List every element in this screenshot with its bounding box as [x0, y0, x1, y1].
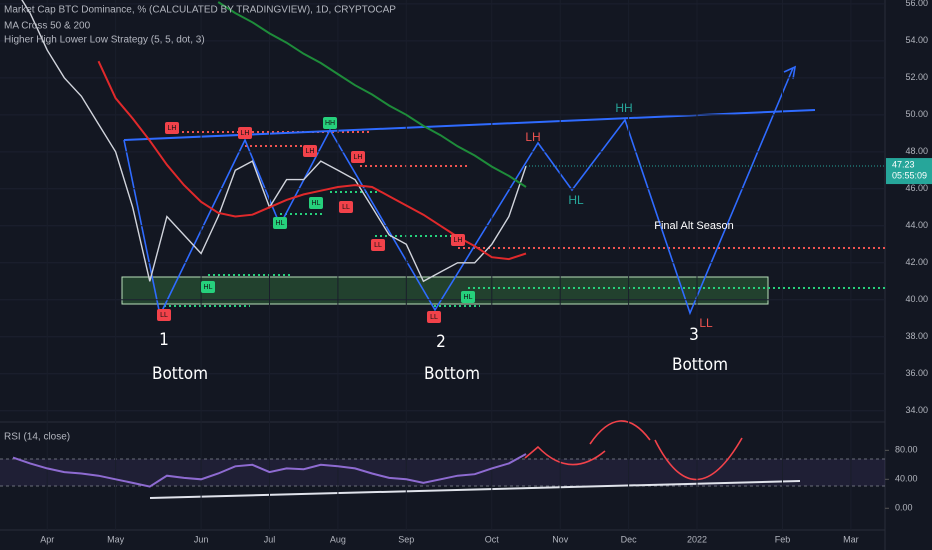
indicator-label: Higher High Lower Low Strategy (5, 5, do… [4, 35, 205, 46]
y-tick-label: 56.00 [905, 0, 928, 8]
pivot-tag-label: LH [306, 148, 315, 155]
pivot-tag-label: HL [312, 200, 321, 207]
pivot-tag [451, 234, 465, 246]
x-tick-label: Apr [40, 534, 54, 544]
x-tick-label: Oct [485, 534, 500, 544]
y-tick-label: 44.00 [905, 220, 928, 230]
pivot-tag-label: LL [342, 204, 350, 211]
series-line [97, 60, 527, 261]
x-tick-label: Jul [264, 534, 276, 544]
pivot-tag-label: HL [276, 220, 285, 227]
pivot-tag-label: HL [204, 284, 213, 291]
pivot-tag [303, 145, 317, 157]
series-line [12, 453, 527, 488]
pivot-tag [157, 309, 171, 321]
pivot-tag [371, 239, 385, 251]
y-tick-label: 34.00 [905, 405, 928, 415]
rsi-band [0, 459, 885, 486]
y-tick-label: 52.00 [905, 72, 928, 82]
pivot-tag-label: LL [374, 242, 382, 249]
pivot-tag-label: LL [430, 314, 438, 321]
pivot-tag-label: HH [325, 120, 335, 127]
x-tick-label: Nov [552, 534, 569, 544]
y-tick-label: 38.00 [905, 331, 928, 341]
x-tick-label: Aug [330, 534, 346, 544]
pivot-tag-label: HL [464, 294, 473, 301]
y-tick-label: 42.00 [905, 257, 928, 267]
y2-tick-label: 80.00 [895, 445, 918, 455]
arrow-head [783, 65, 797, 80]
y-tick-label: 40.00 [905, 294, 928, 304]
pivot-levels [164, 131, 885, 307]
annotation: LH [525, 130, 540, 144]
pivot-tag-label: LH [168, 125, 177, 132]
y-tick-label: 36.00 [905, 368, 928, 378]
annotation: Bottom [152, 364, 208, 384]
x-tick-label: Feb [775, 534, 791, 544]
annotation: Bottom [424, 364, 480, 384]
y2-tick-label: 40.00 [895, 474, 918, 484]
pivot-tag-label: LH [354, 154, 363, 161]
x-tick-label: Mar [843, 534, 859, 544]
annotation: Bottom [672, 355, 728, 375]
pivot-tag [309, 197, 323, 209]
pivot-tag [427, 311, 441, 323]
last-price-label: 47.23 [892, 159, 915, 169]
y-tick-label: 54.00 [905, 35, 928, 45]
last-price-box [886, 158, 932, 185]
pivot-tag [351, 151, 365, 163]
x-tick-label: 2022 [687, 534, 707, 544]
x-tick-label: Dec [621, 534, 638, 544]
annotation: HL [568, 193, 584, 207]
series-line [217, 1, 527, 188]
annotation: 1 [159, 330, 169, 350]
annotation: 2 [436, 332, 446, 352]
pivot-tag [165, 122, 179, 134]
pivot-tag [273, 217, 287, 229]
y-tick-label: 46.00 [905, 183, 928, 193]
x-tick-label: May [107, 534, 125, 544]
rsi-trend-line [149, 480, 801, 499]
x-tick-label: Sep [398, 534, 414, 544]
projection-path [123, 67, 794, 318]
y-tick-label: 48.00 [905, 146, 928, 156]
pivot-tag [339, 201, 353, 213]
pivot-tag [323, 117, 337, 129]
pivot-tag [461, 291, 475, 303]
annotation: 3 [689, 325, 699, 345]
indicator-label: MA Cross 50 & 200 [4, 21, 91, 32]
annotation: Final Alt Season [654, 220, 734, 232]
y2-tick-label: 0.00 [895, 503, 913, 513]
pivot-tag [238, 127, 252, 139]
countdown-label: 05:55:09 [892, 170, 927, 180]
chart-title: Market Cap BTC Dominance, % (CALCULATED … [4, 5, 396, 16]
annotation: LL [699, 316, 713, 330]
pivot-tag-label: LL [160, 312, 168, 319]
indicator-label: RSI (14, close) [4, 432, 70, 443]
pivot-tag [201, 281, 215, 293]
x-tick-label: Jun [194, 534, 209, 544]
annotation: HH [615, 101, 632, 115]
pivot-tag-label: LH [241, 130, 250, 137]
y-tick-label: 50.00 [905, 109, 928, 119]
pivot-tag-label: LH [454, 237, 463, 244]
